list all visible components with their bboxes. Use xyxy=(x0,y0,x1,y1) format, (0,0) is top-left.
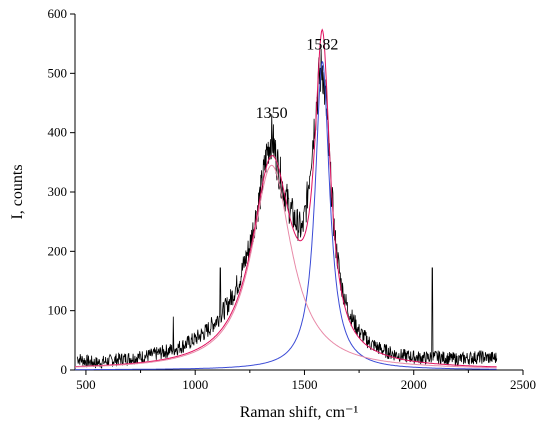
y-axis-title: I, counts xyxy=(9,164,26,219)
series-fit-envelope-0 xyxy=(74,28,497,368)
x-axis-ticks: 500 1000 1500 2000 2500 xyxy=(76,370,536,392)
x-tick-label: 2500 xyxy=(510,377,536,392)
y-tick-label: 300 xyxy=(48,184,68,199)
series-measured-spectrum xyxy=(76,48,498,369)
y-tick-label: 100 xyxy=(48,303,68,318)
peak-annotations: 1350 1582 xyxy=(256,37,339,122)
plot-frame xyxy=(74,14,523,371)
x-tick-label: 2000 xyxy=(401,377,427,392)
x-axis-title: Raman shift, cm⁻¹ xyxy=(240,404,359,421)
series-fit-component-1 xyxy=(75,60,497,371)
y-tick-label: 600 xyxy=(48,6,68,21)
series-layer xyxy=(74,28,498,371)
y-tick-label: 500 xyxy=(48,65,68,80)
series-fit-component-2 xyxy=(75,164,497,369)
x-tick-label: 500 xyxy=(76,377,96,392)
x-tick-label: 1500 xyxy=(291,377,317,392)
peak-label: 1350 xyxy=(256,105,288,122)
y-tick-label: 400 xyxy=(48,125,68,140)
x-tick-label: 1000 xyxy=(182,377,208,392)
y-axis-ticks: 0 100 200 300 400 500 600 xyxy=(48,6,75,377)
y-tick-label: 0 xyxy=(61,362,68,377)
peak-label: 1582 xyxy=(306,37,338,54)
y-tick-label: 200 xyxy=(48,243,68,258)
